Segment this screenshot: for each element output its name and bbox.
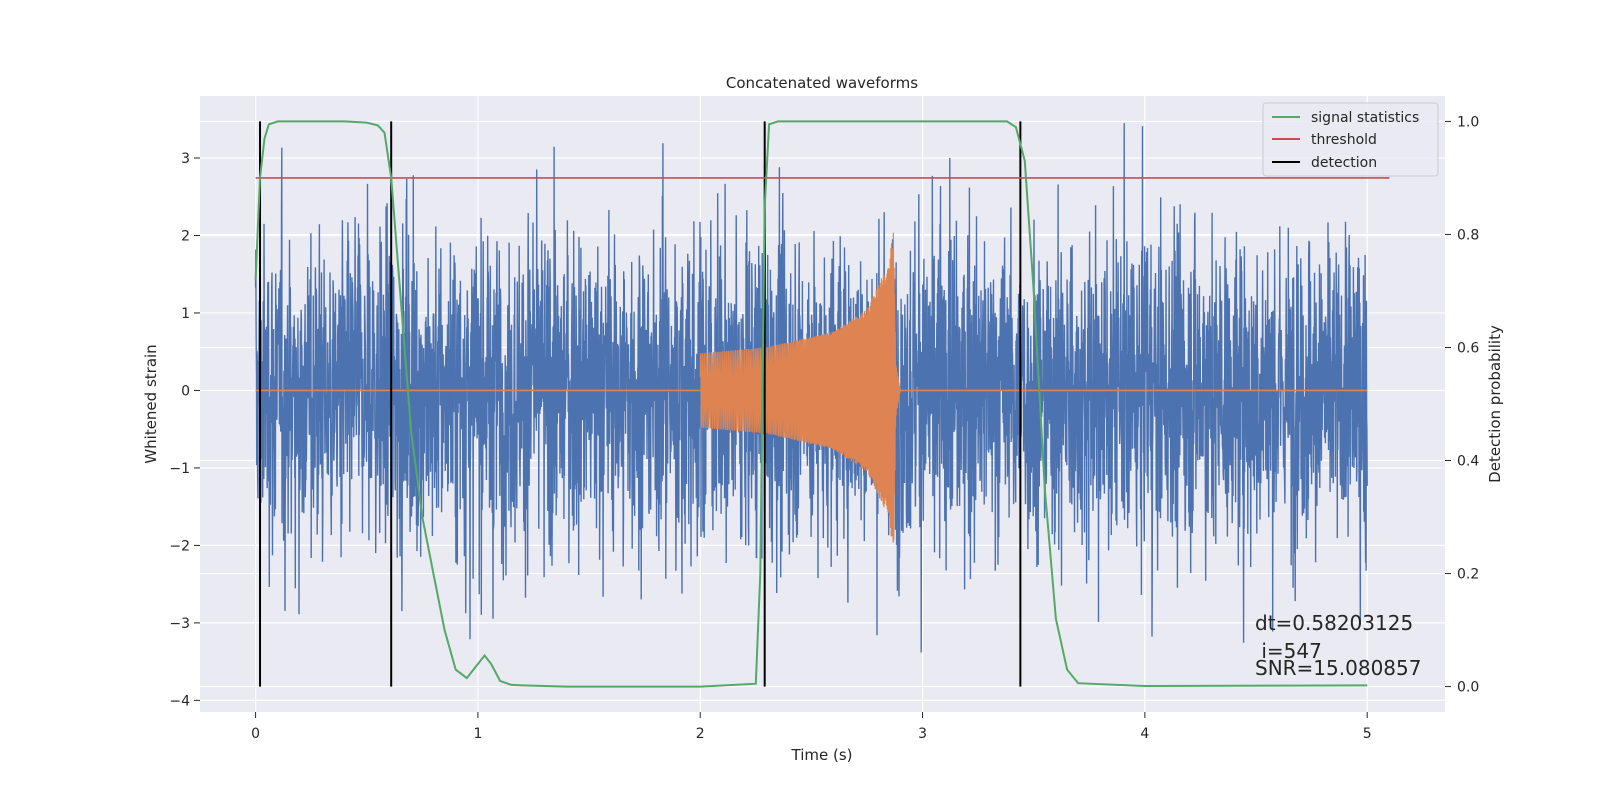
annotation-index: i=547 bbox=[1255, 639, 1322, 663]
x-tick-label: 5 bbox=[1363, 726, 1372, 742]
legend-label-threshold: threshold bbox=[1311, 132, 1377, 148]
right-tick-label: 0.4 bbox=[1457, 454, 1479, 470]
right-tick-label: 1.0 bbox=[1457, 114, 1479, 130]
annotation-dt: dt=0.58203125 bbox=[1255, 611, 1413, 635]
x-tick-label: 4 bbox=[1140, 726, 1149, 742]
right-tick-label: 0.8 bbox=[1457, 227, 1479, 243]
right-axis-title: Detection probability bbox=[1486, 325, 1504, 483]
legend-box bbox=[1262, 102, 1439, 177]
left-axis-title: Whitened strain bbox=[142, 344, 160, 463]
legend-label-detection: detection bbox=[1311, 155, 1377, 171]
annotation-snr: SNR=15.080857 bbox=[1255, 656, 1421, 680]
legend-label-signal-statistics: signal statistics bbox=[1311, 110, 1419, 126]
x-tick-label: 3 bbox=[918, 726, 927, 742]
right-tick-label: 0.0 bbox=[1457, 680, 1479, 696]
left-tick-label: −3 bbox=[169, 616, 190, 632]
right-tick-label: 0.6 bbox=[1457, 340, 1479, 356]
chart-title: Concatenated waveforms bbox=[726, 74, 918, 92]
right-axis-ticks: 0.0 0.2 0.4 0.6 0.8 1.0 bbox=[1445, 114, 1479, 696]
x-tick-label: 1 bbox=[473, 726, 482, 742]
x-axis-ticks: 0 1 2 3 4 5 bbox=[251, 712, 1372, 742]
left-tick-label: 1 bbox=[181, 306, 190, 322]
left-tick-label: 3 bbox=[181, 151, 190, 167]
left-tick-label: 2 bbox=[181, 228, 190, 244]
left-axis-ticks: −4 −3 −2 −1 0 1 2 3 bbox=[169, 151, 200, 709]
series-chirp-line bbox=[699, 232, 901, 543]
left-tick-label: −4 bbox=[169, 693, 190, 709]
signal-statistics-line bbox=[254, 120, 1368, 688]
left-tick-label: 0 bbox=[181, 383, 190, 399]
x-tick-label: 2 bbox=[696, 726, 705, 742]
x-tick-label: 0 bbox=[251, 726, 260, 742]
left-tick-label: −1 bbox=[169, 461, 190, 477]
left-tick-label: −2 bbox=[169, 538, 190, 554]
legend: signal statistics threshold detection bbox=[1262, 102, 1439, 177]
x-axis-title: Time (s) bbox=[791, 746, 853, 764]
right-tick-label: 0.2 bbox=[1457, 567, 1479, 583]
